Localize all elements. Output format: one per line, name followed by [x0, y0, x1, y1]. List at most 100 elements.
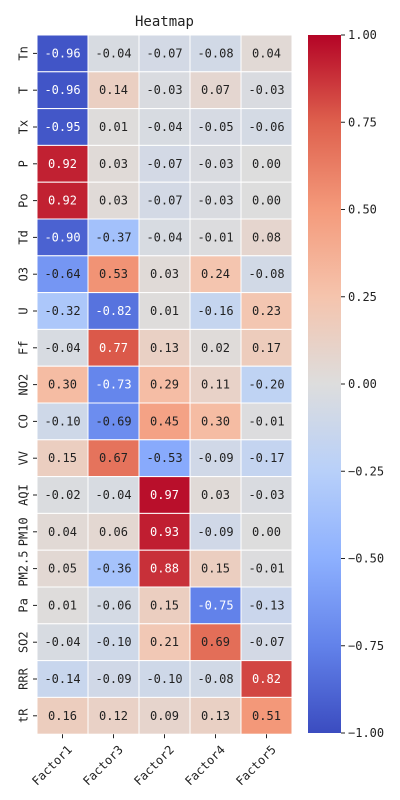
cell-value-label: -0.03 [248, 488, 284, 502]
heatmap-cell [87, 623, 140, 662]
cell-value-label: -0.01 [248, 414, 284, 428]
heatmap-cell [36, 181, 89, 220]
cell-value-label: 0.03 [99, 194, 128, 208]
cell-value-label: -0.69 [95, 414, 131, 428]
cell-value-label: 0.15 [48, 451, 77, 465]
row-label: O3 [17, 267, 31, 281]
cell-value-label: -0.75 [197, 598, 233, 612]
cell-value-label: -0.03 [197, 194, 233, 208]
cell-value-label: 0.05 [48, 562, 77, 576]
cell-value-label: -0.09 [197, 525, 233, 539]
cell-value-label: 0.24 [201, 267, 230, 281]
heatmap-cell [87, 328, 140, 367]
cell-value-label: -0.96 [44, 83, 80, 97]
cell-value-label: 0.00 [252, 157, 281, 171]
cell-value-label: 0.07 [201, 83, 230, 97]
row-label: AQI [17, 484, 31, 506]
cell-value-label: 0.08 [252, 230, 281, 244]
cell-value-label: -0.17 [248, 451, 284, 465]
cell-value-label: -0.10 [146, 672, 182, 686]
heatmap-cell [189, 623, 242, 662]
cell-value-label: -0.06 [248, 120, 284, 134]
cell-value-label: -0.16 [197, 304, 233, 318]
colorbar-tick-label: −0.75 [348, 639, 384, 653]
heatmap-cell [138, 623, 191, 662]
cell-value-label: 0.03 [99, 157, 128, 171]
cell-value-label: 0.06 [99, 525, 128, 539]
heatmap-cell [36, 402, 89, 441]
cell-value-label: -0.96 [44, 46, 80, 60]
cell-value-label: -0.04 [95, 46, 131, 60]
cell-value-label: 0.16 [48, 709, 77, 723]
colorbar-gradient [308, 35, 341, 733]
heatmap-cell [36, 476, 89, 514]
cell-value-label: 0.04 [48, 525, 77, 539]
cell-value-label: -0.90 [44, 230, 80, 244]
cell-value-label: -0.82 [95, 304, 131, 318]
heatmap-cell [138, 549, 191, 588]
heatmap-cell [240, 476, 293, 514]
row-label: Tn [17, 46, 31, 60]
cell-value-label: -0.01 [197, 230, 233, 244]
heatmap-cell [87, 218, 140, 257]
cell-value-label: 0.00 [252, 194, 281, 208]
cell-value-label: -0.07 [146, 157, 182, 171]
row-label: Pa [17, 598, 31, 612]
colorbar: 1.00 0.75 0.50 0.25 0.00 −0.25 −0.50 −0.75 −1.00 [308, 28, 384, 740]
row-label: VV [17, 451, 31, 465]
heatmap-cell [240, 623, 293, 662]
cell-value-label: -0.20 [248, 378, 284, 392]
row-label: Ff [17, 341, 31, 355]
heatmap-cell [189, 144, 242, 183]
cell-value-label: 0.02 [201, 341, 230, 355]
heatmap-cell [240, 292, 293, 330]
row-label: U [17, 307, 31, 314]
cell-value-label: -0.07 [146, 194, 182, 208]
colorbar-tick-label: −0.25 [348, 464, 384, 478]
heatmap-cell [240, 218, 293, 257]
row-label: SO2 [17, 631, 31, 653]
colorbar-tick-label: −1.00 [348, 726, 384, 740]
cell-value-label: 0.13 [201, 709, 230, 723]
cell-value-label: 0.13 [150, 341, 179, 355]
row-label: PM2.5 [17, 551, 31, 587]
heatmap-cell [36, 696, 89, 735]
heatmap-cell [189, 402, 242, 441]
cell-value-label: 0.04 [252, 46, 281, 60]
heatmap-cell [36, 439, 89, 478]
cell-value-label: 0.97 [150, 488, 179, 502]
heatmap-cell [240, 144, 293, 183]
heatmap-cell [138, 181, 191, 220]
column-label: Factor1 [29, 743, 75, 789]
cell-value-label: 0.11 [201, 378, 230, 392]
column-label: Factor4 [182, 743, 228, 789]
heatmap-cell [36, 586, 89, 625]
cell-value-label: -0.07 [146, 46, 182, 60]
cell-value-label: 0.67 [99, 451, 128, 465]
colorbar-tick-label: 0.75 [348, 115, 377, 129]
row-label: RRR [17, 667, 31, 689]
cell-value-label: 0.15 [150, 598, 179, 612]
cell-value-label: -0.36 [95, 562, 131, 576]
heatmap-cell [189, 218, 242, 257]
heatmap-cell [87, 144, 140, 183]
heatmap-cell [138, 402, 191, 441]
cell-value-label: -0.04 [146, 120, 182, 134]
cell-value-label: 0.01 [150, 304, 179, 318]
cell-value-label: -0.06 [95, 598, 131, 612]
heatmap-cell [87, 181, 140, 220]
heatmap-cell [138, 218, 191, 257]
heatmap-cell [87, 365, 140, 404]
cell-value-label: -0.09 [197, 451, 233, 465]
heatmap-cell [240, 696, 293, 735]
cell-value-label: 0.15 [201, 562, 230, 576]
cell-value-label: -0.04 [44, 341, 80, 355]
heatmap-cell [189, 476, 242, 514]
cell-value-label: 0.51 [252, 709, 281, 723]
heatmap-cell [36, 365, 89, 404]
heatmap-cell [87, 660, 140, 698]
row-label: NO2 [17, 374, 31, 396]
heatmap-cell [87, 34, 140, 73]
cell-value-label: -0.04 [44, 635, 80, 649]
heatmap-cell [240, 402, 293, 441]
